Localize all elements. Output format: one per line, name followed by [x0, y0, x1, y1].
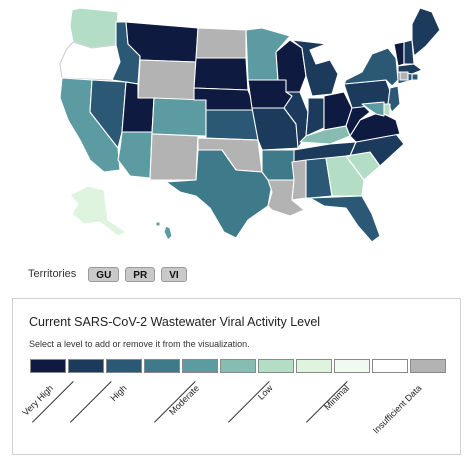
state-georgia[interactable]: [325, 155, 365, 197]
legend-swatch-10[interactable]: [372, 359, 408, 373]
legend-swatch-3[interactable]: [106, 359, 142, 373]
state-michigan[interactable]: [291, 39, 339, 97]
state-texas[interactable]: [165, 149, 273, 239]
state-alabama[interactable]: [305, 157, 333, 199]
state-south-dakota[interactable]: [193, 57, 249, 91]
state-kansas[interactable]: [205, 109, 259, 141]
level-label-high: High: [108, 383, 130, 404]
legend-swatch-4[interactable]: [144, 359, 180, 373]
state-new-mexico[interactable]: [149, 133, 199, 181]
map-canvas: [59, 7, 441, 243]
level-label-minimal: Minimal: [322, 383, 352, 413]
level-label-moderate: Moderate: [167, 383, 202, 417]
state-rhode-island[interactable]: [411, 73, 419, 81]
state-delaware[interactable]: [383, 103, 391, 117]
territory-button-gu[interactable]: GU: [88, 266, 120, 282]
level-label-insufficient-data: Insufficient Data: [370, 383, 424, 436]
state-mississippi[interactable]: [291, 159, 307, 201]
legend-instruction: Select a level to add or remove it from …: [29, 339, 250, 349]
level-tick-high: [69, 381, 112, 423]
territories-row: Territories GU PR VI: [28, 265, 187, 283]
state-new-york[interactable]: [343, 47, 399, 87]
state-new-jersey[interactable]: [387, 85, 401, 113]
state-illinois[interactable]: [283, 91, 309, 149]
legend-swatch-8[interactable]: [296, 359, 332, 373]
legend-swatch-11[interactable]: [410, 359, 446, 373]
legend-level-labels: Very High High Moderate Low Minimal Insu…: [13, 375, 462, 455]
legend-swatch-2[interactable]: [68, 359, 104, 373]
legend-swatch-5[interactable]: [182, 359, 218, 373]
legend-swatches: [30, 359, 446, 373]
state-maryland[interactable]: [361, 101, 385, 117]
territory-button-vi[interactable]: VI: [161, 266, 187, 282]
state-arizona[interactable]: [117, 131, 153, 179]
state-hawaii[interactable]: [155, 221, 173, 241]
territories-label: Territories: [28, 268, 77, 280]
legend-swatch-9[interactable]: [334, 359, 370, 373]
state-florida[interactable]: [309, 195, 381, 243]
legend-title: Current SARS-CoV-2 Wastewater Viral Acti…: [29, 315, 321, 329]
territory-button-pr[interactable]: PR: [125, 266, 156, 282]
level-label-very-high: Very High: [20, 383, 56, 418]
state-alaska[interactable]: [69, 185, 127, 237]
state-north-dakota[interactable]: [195, 27, 247, 59]
legend-swatch-6[interactable]: [220, 359, 256, 373]
state-maine[interactable]: [411, 7, 441, 57]
viral-activity-legend: Current SARS-CoV-2 Wastewater Viral Acti…: [12, 298, 461, 455]
us-choropleth-map: [59, 7, 441, 243]
legend-swatch-1[interactable]: [30, 359, 66, 373]
state-oregon[interactable]: [59, 41, 121, 81]
state-colorado[interactable]: [151, 97, 207, 137]
state-indiana[interactable]: [305, 97, 325, 137]
level-label-low: Low: [256, 383, 276, 402]
state-arkansas[interactable]: [261, 149, 297, 181]
state-iowa[interactable]: [247, 79, 293, 109]
state-wyoming[interactable]: [137, 59, 197, 101]
state-district-of-columbia[interactable]: [399, 71, 409, 81]
state-washington[interactable]: [69, 7, 119, 49]
legend-swatch-7[interactable]: [258, 359, 294, 373]
